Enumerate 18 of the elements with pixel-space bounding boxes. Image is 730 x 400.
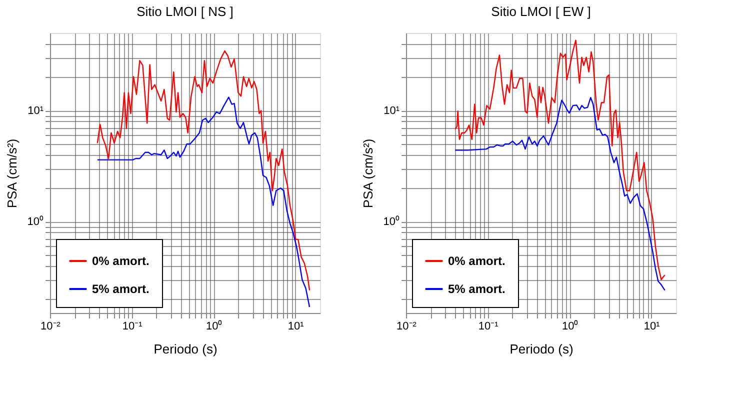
x-tick-label: 10⁰ (562, 320, 578, 332)
legend-label: 0% amort. (448, 254, 506, 268)
y-axis-title: PSA (cm/s²) (360, 138, 376, 208)
x-axis-title: Periodo (s) (154, 342, 218, 356)
legend-label: 5% amort. (448, 282, 506, 296)
legend-label: 0% amort. (92, 254, 150, 268)
y-axis-title: PSA (cm/s²) (4, 138, 20, 208)
x-axis-title: Periodo (s) (510, 342, 574, 356)
x-tick-label: 10⁰ (206, 320, 222, 332)
chart-title: Sitio LMOI [ NS ] (136, 4, 234, 19)
legend-label: 5% amort. (92, 282, 150, 296)
x-tick-label: 10⁻² (396, 320, 417, 332)
x-tick-label: 10⁻¹ (122, 320, 143, 332)
x-tick-label: 10⁻² (40, 320, 61, 332)
chart-title: Sitio LMOI [ EW ] (491, 4, 591, 19)
x-tick-label: 10⁻¹ (478, 320, 499, 332)
x-tick-label: 10¹ (644, 320, 660, 332)
x-tick-label: 10¹ (288, 320, 304, 332)
